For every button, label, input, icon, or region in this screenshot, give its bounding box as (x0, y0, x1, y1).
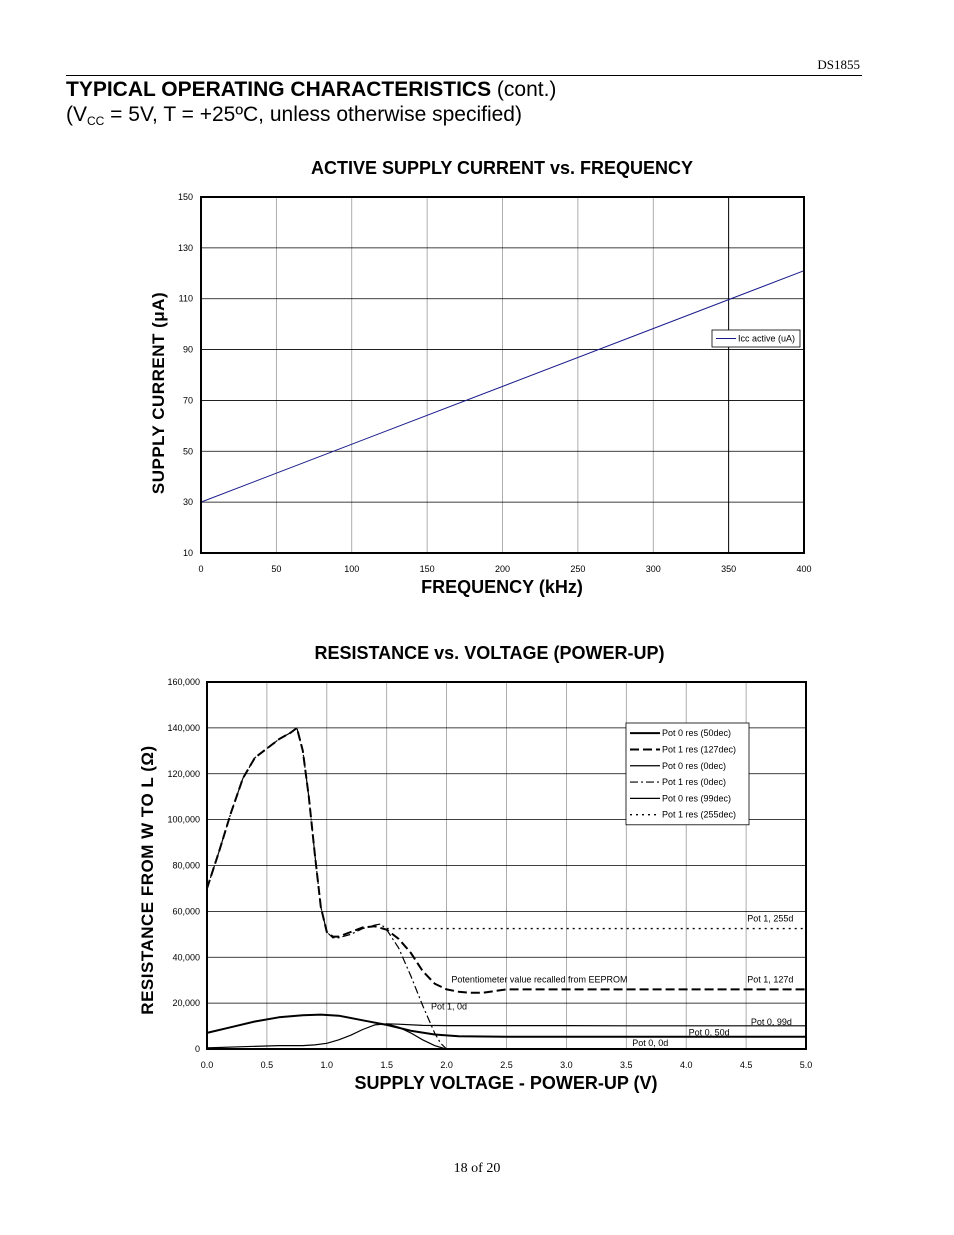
chart1-y-tick-label: 90 (183, 345, 193, 355)
chart2-y-tick-label: 140,000 (167, 723, 200, 733)
chart1-x-tick-label: 100 (344, 564, 359, 574)
chart1-y-tick-label: 150 (178, 192, 193, 202)
chart2-annotation: Potentiometer value recalled from EEPROM (451, 974, 627, 984)
chart2-x-tick-label: 2.0 (440, 1060, 453, 1070)
chart2-y-tick-label: 60,000 (172, 906, 200, 916)
chart1-series-0-line (200, 270, 805, 503)
chart2-annotation: Pot 0, 99d (751, 1017, 792, 1027)
chart2-annotation: Pot 1, 127d (747, 974, 793, 984)
page-number: 18 of 20 (453, 1161, 501, 1176)
chart1-plot-frame (200, 196, 805, 554)
chart2-y-tick-label: 160,000 (167, 677, 200, 687)
chart1-y-tick-label: 130 (178, 243, 193, 253)
chart1-y-tick-label: 10 (183, 548, 193, 558)
chart1-x-tick-label: 300 (646, 564, 661, 574)
chart2-x-tick-label: 3.5 (620, 1060, 633, 1070)
chart2-legend-label: Pot 1 res (255dec) (662, 810, 736, 820)
chart2-annotation: Pot 0, 0d (632, 1038, 668, 1048)
chart2-annotation: Pot 0, 50d (689, 1028, 730, 1038)
section-title-suffix: (cont.) (491, 78, 557, 101)
document-id: DS1855 (817, 57, 860, 72)
chart2-x-tick-label: 2.5 (500, 1060, 513, 1070)
conditions-prefix: (V (66, 103, 87, 126)
chart2-series-4-line (386, 1023, 806, 1027)
chart2-y-tick-label: 120,000 (167, 769, 200, 779)
chart1-x-tick-label: 350 (721, 564, 736, 574)
chart2-legend (625, 722, 750, 826)
chart1-x-tick-label: 150 (420, 564, 435, 574)
chart2-y-tick-label: 0 (195, 1044, 200, 1054)
chart2-x-axis-title: SUPPLY VOLTAGE - POWER-UP (V) (354, 1073, 658, 1093)
header-rule (66, 75, 862, 76)
chart2-x-tick-label: 0.5 (261, 1060, 274, 1070)
conditions-subscript: CC (87, 114, 105, 128)
chart1-y-tick-label: 30 (183, 497, 193, 507)
chart1-y-tick-label: 110 (179, 294, 193, 304)
chart2-plot-frame (206, 681, 807, 1050)
chart2-legend-label: Pot 1 res (127dec) (662, 744, 736, 754)
chart2-legend-label: Pot 0 res (99dec) (662, 793, 731, 803)
chart2-series-3-line (206, 727, 448, 1050)
chart2-y-tick-label: 100,000 (167, 815, 200, 825)
chart1-x-axis-title: FREQUENCY (kHz) (421, 577, 583, 597)
chart2-title: RESISTANCE vs. VOLTAGE (POWER-UP) (314, 643, 665, 663)
chart2-legend-label: Pot 0 res (50dec) (662, 728, 731, 738)
chart2-y-tick-label: 80,000 (172, 861, 200, 871)
chart2-x-tick-label: 3.0 (560, 1060, 573, 1070)
chart2-annotation: Pot 1, 255d (747, 914, 793, 924)
chart2-legend-label: Pot 1 res (0dec) (662, 777, 726, 787)
chart2-x-tick-label: 1.0 (321, 1060, 334, 1070)
chart2-y-tick-label: 20,000 (172, 998, 200, 1008)
conditions-suffix: = 5V, T = +25ºC, unless otherwise specif… (104, 103, 522, 126)
chart1-x-tick-label: 50 (271, 564, 281, 574)
chart1-x-tick-label: 200 (495, 564, 510, 574)
chart2-x-tick-label: 4.0 (680, 1060, 693, 1070)
section-conditions: (VCC = 5V, T = +25ºC, unless otherwise s… (66, 103, 522, 133)
chart2-x-tick-label: 5.0 (800, 1060, 813, 1070)
chart1-title: ACTIVE SUPPLY CURRENT vs. FREQUENCY (310, 158, 694, 178)
chart1-x-tick-label: 0 (198, 564, 203, 574)
chart2-x-tick-label: 4.5 (740, 1060, 753, 1070)
chart2-x-tick-label: 1.5 (380, 1060, 393, 1070)
chart2-series-2-line (206, 1023, 447, 1050)
section-title-bold: TYPICAL OPERATING CHARACTERISTICS (66, 78, 492, 101)
chart1-x-tick-label: 250 (570, 564, 585, 574)
chart1-y-tick-label: 50 (183, 446, 193, 456)
chart2-y-tick-label: 40,000 (172, 952, 200, 962)
chart1-legend-label: Icc active (uA) (738, 334, 795, 344)
chart1-legend (711, 329, 801, 348)
chart1-x-tick-label: 400 (796, 564, 811, 574)
chart2-x-tick-label: 0.0 (201, 1060, 214, 1070)
section-title: TYPICAL OPERATING CHARACTERISTICS (cont.… (66, 78, 556, 102)
chart2-annotation: Pot 1, 0d (431, 1002, 467, 1012)
chart2-legend-label: Pot 0 res (0dec) (662, 761, 726, 771)
chart1-y-tick-label: 70 (183, 395, 193, 405)
